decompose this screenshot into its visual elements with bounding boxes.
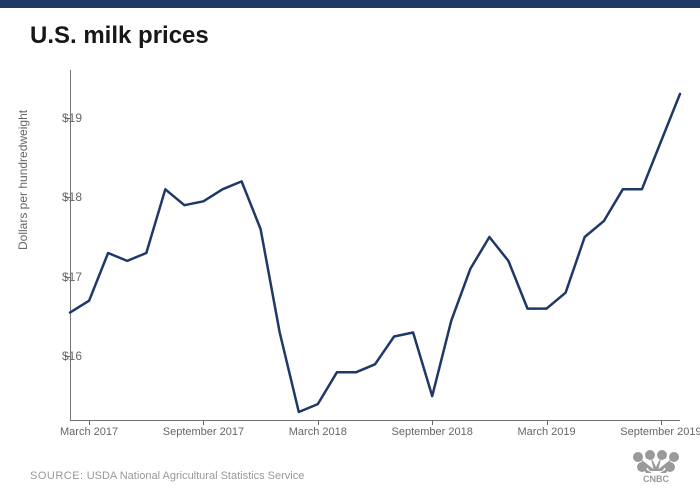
source-attribution: SOURCE: USDA National Agricultural Stati… xyxy=(30,470,304,482)
source-text: USDA National Agricultural Statistics Se… xyxy=(87,470,305,482)
source-label: SOURCE: xyxy=(30,470,84,482)
chart-plot-area xyxy=(70,70,680,420)
x-tick-label: March 2017 xyxy=(60,426,118,438)
chart-title: U.S. milk prices xyxy=(0,8,700,68)
brand-top-bar xyxy=(0,0,700,8)
cnbc-logo: CNBC xyxy=(630,449,682,488)
x-tick-label: September 2019 xyxy=(620,426,700,438)
x-tick-label: September 2018 xyxy=(392,426,473,438)
price-line-series xyxy=(70,94,680,412)
x-axis-line xyxy=(70,420,680,421)
logo-text: CNBC xyxy=(643,474,669,483)
x-tick-label: March 2019 xyxy=(518,426,576,438)
y-axis-label: Dollars per hundredweight xyxy=(16,110,30,250)
x-tick-label: September 2017 xyxy=(163,426,244,438)
x-tick-label: March 2018 xyxy=(289,426,347,438)
